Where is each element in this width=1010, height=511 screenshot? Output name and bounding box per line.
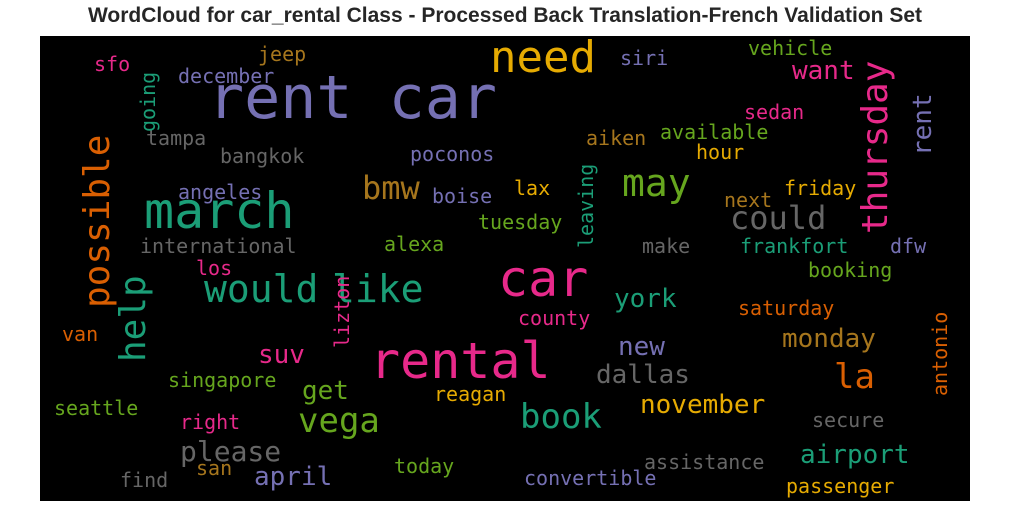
word: sfo <box>94 52 131 76</box>
word: san <box>196 456 233 480</box>
word: want <box>792 56 855 86</box>
word: booking <box>808 258 893 282</box>
word: alexa <box>384 232 445 256</box>
word: next <box>724 188 773 212</box>
word: find <box>120 468 169 492</box>
word: lizton <box>330 275 354 348</box>
word: assistance <box>644 450 765 474</box>
word: going <box>136 71 160 132</box>
word: passenger <box>786 474 895 498</box>
word: aiken <box>586 126 647 150</box>
word: county <box>518 306 591 330</box>
word: friday <box>784 176 857 200</box>
word: rental <box>370 332 551 390</box>
word: hour <box>696 140 745 164</box>
word: los <box>196 256 233 280</box>
word: reagan <box>434 382 507 406</box>
word: dallas <box>596 360 690 390</box>
word: today <box>394 454 455 478</box>
word: jeep <box>258 42 307 66</box>
word: vehicle <box>748 36 833 60</box>
word: thursday <box>855 60 896 234</box>
word: would <box>204 267 319 311</box>
word: monday <box>782 324 876 354</box>
word: could <box>730 199 827 237</box>
word: antonio <box>928 311 952 396</box>
word: airport <box>800 440 910 470</box>
word: tampa <box>146 126 207 150</box>
word-cloud: rent car march car rental need would lik… <box>40 36 970 501</box>
word: secure <box>812 408 885 432</box>
word: like <box>332 267 424 311</box>
word: car <box>498 250 589 308</box>
word: please <box>180 435 282 468</box>
word: may <box>622 161 691 205</box>
word: need <box>490 36 596 83</box>
word: siri <box>620 46 669 70</box>
word: singapore <box>168 368 277 392</box>
word: convertible <box>524 466 657 490</box>
word: november <box>640 390 766 420</box>
word: possible <box>77 134 118 308</box>
word: sedan <box>744 100 805 124</box>
word: leaving <box>574 163 598 248</box>
word: angeles <box>178 180 263 204</box>
word: york <box>614 284 677 314</box>
word: international <box>140 234 297 258</box>
word: saturday <box>738 296 835 320</box>
word: december <box>178 64 275 88</box>
word: vega <box>298 401 380 441</box>
word: poconos <box>410 142 495 166</box>
chart-title: WordCloud for car_rental Class - Process… <box>87 4 922 27</box>
word: help <box>113 275 154 362</box>
word: bmw <box>362 169 420 207</box>
word: lax <box>514 176 551 200</box>
word: right <box>180 410 241 434</box>
word: tuesday <box>478 210 563 234</box>
word: new <box>618 332 665 362</box>
word: la <box>834 357 875 397</box>
word: seattle <box>54 396 139 420</box>
word: make <box>642 234 691 258</box>
word: get <box>302 376 349 406</box>
word: available <box>660 120 769 144</box>
word: rent car <box>208 63 497 133</box>
word: bangkok <box>220 144 305 168</box>
word: suv <box>258 340 305 370</box>
word: march <box>144 182 295 240</box>
word: book <box>520 397 602 437</box>
word: van <box>62 322 99 346</box>
word: dfw <box>890 234 927 258</box>
word: april <box>254 462 333 492</box>
word: frankfort <box>740 234 849 258</box>
word: rent <box>908 93 938 156</box>
word: boise <box>432 184 493 208</box>
